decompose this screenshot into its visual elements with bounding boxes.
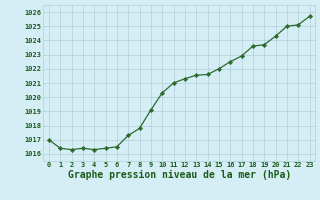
X-axis label: Graphe pression niveau de la mer (hPa): Graphe pression niveau de la mer (hPa) — [68, 170, 291, 180]
